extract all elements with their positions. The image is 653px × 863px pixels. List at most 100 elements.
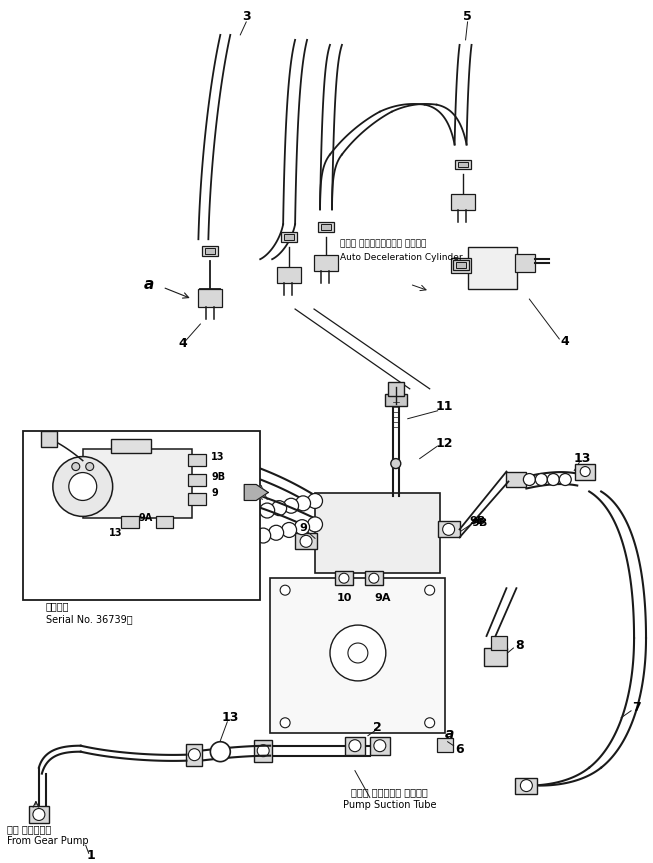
Bar <box>385 394 407 406</box>
Bar <box>335 571 353 585</box>
Circle shape <box>349 740 361 752</box>
Text: 9B: 9B <box>470 516 486 526</box>
Circle shape <box>280 585 290 595</box>
Circle shape <box>330 625 386 681</box>
Bar <box>370 737 390 754</box>
Bar <box>437 738 453 752</box>
Polygon shape <box>244 484 268 501</box>
Text: ポンプ サクション チューブ: ポンプ サクション チューブ <box>351 788 428 797</box>
Text: 9: 9 <box>299 523 307 533</box>
Circle shape <box>300 535 312 547</box>
Bar <box>468 247 517 289</box>
Circle shape <box>260 503 275 518</box>
Bar <box>515 778 537 794</box>
Text: 適用号機: 適用号機 <box>46 602 69 611</box>
Text: 13: 13 <box>212 451 225 462</box>
Text: a: a <box>144 277 153 292</box>
Bar <box>451 194 475 211</box>
Bar <box>206 249 215 255</box>
Bar <box>454 160 471 169</box>
Text: 2: 2 <box>374 721 382 734</box>
Bar <box>365 571 383 585</box>
Text: 12: 12 <box>436 438 453 450</box>
Text: 9B: 9B <box>471 519 488 528</box>
Text: 4: 4 <box>561 336 569 349</box>
Circle shape <box>210 741 231 762</box>
Text: 6: 6 <box>455 743 464 756</box>
Circle shape <box>86 463 94 470</box>
Circle shape <box>348 643 368 663</box>
Bar <box>83 449 193 519</box>
Text: 13: 13 <box>573 452 591 465</box>
Circle shape <box>53 457 113 516</box>
Circle shape <box>547 474 559 486</box>
Circle shape <box>295 520 310 535</box>
Bar <box>453 261 469 270</box>
Circle shape <box>280 718 290 728</box>
Bar <box>345 737 365 754</box>
Bar <box>575 463 595 480</box>
Bar <box>284 234 294 240</box>
Circle shape <box>535 474 547 486</box>
Bar <box>277 268 301 283</box>
Bar <box>41 431 57 447</box>
Circle shape <box>424 585 435 595</box>
Bar <box>189 474 206 486</box>
Bar <box>202 246 218 256</box>
Circle shape <box>257 745 269 757</box>
Bar <box>458 161 468 167</box>
Bar <box>515 255 535 272</box>
Bar <box>155 516 174 528</box>
Text: 1: 1 <box>86 849 95 862</box>
Text: 8: 8 <box>515 639 524 652</box>
Circle shape <box>33 809 45 821</box>
Text: 9A: 9A <box>375 593 391 603</box>
Bar <box>189 494 206 506</box>
Bar <box>295 533 317 550</box>
Circle shape <box>296 496 311 511</box>
Bar <box>110 438 151 452</box>
Bar <box>318 223 334 232</box>
Bar <box>186 744 202 765</box>
Bar <box>492 636 507 650</box>
Bar <box>321 224 331 230</box>
Circle shape <box>256 528 271 543</box>
Bar <box>507 471 526 487</box>
Text: a: a <box>445 727 454 740</box>
Text: 3: 3 <box>242 10 251 23</box>
Bar <box>438 521 460 538</box>
Text: From Gear Pump: From Gear Pump <box>7 836 89 847</box>
Text: 13: 13 <box>221 711 239 724</box>
Circle shape <box>189 749 200 760</box>
Circle shape <box>69 473 97 501</box>
Text: 13: 13 <box>109 528 122 539</box>
Text: Auto Deceleration Cylinder: Auto Deceleration Cylinder <box>340 253 462 261</box>
Bar <box>483 648 507 666</box>
Circle shape <box>520 779 532 791</box>
Bar <box>189 454 206 465</box>
Text: 7: 7 <box>631 702 641 715</box>
Circle shape <box>272 501 287 515</box>
Circle shape <box>268 526 283 540</box>
Circle shape <box>581 467 590 476</box>
Circle shape <box>374 740 386 752</box>
Circle shape <box>281 522 296 538</box>
Bar <box>456 262 466 268</box>
Text: 5: 5 <box>463 10 472 23</box>
Circle shape <box>443 523 454 535</box>
Bar <box>199 289 222 307</box>
Circle shape <box>283 498 298 513</box>
Bar <box>281 232 297 243</box>
Circle shape <box>369 573 379 583</box>
Bar <box>451 258 471 274</box>
Circle shape <box>308 494 323 508</box>
Text: 10: 10 <box>336 593 351 603</box>
Circle shape <box>524 474 535 486</box>
Circle shape <box>390 458 401 469</box>
Text: オート デセラレーション シリンダ: オート デセラレーション シリンダ <box>340 240 426 249</box>
Text: Pump Suction Tube: Pump Suction Tube <box>343 799 437 809</box>
Text: Serial No. 36739～: Serial No. 36739～ <box>46 614 133 624</box>
Circle shape <box>424 718 435 728</box>
Circle shape <box>339 573 349 583</box>
Bar <box>270 578 445 733</box>
